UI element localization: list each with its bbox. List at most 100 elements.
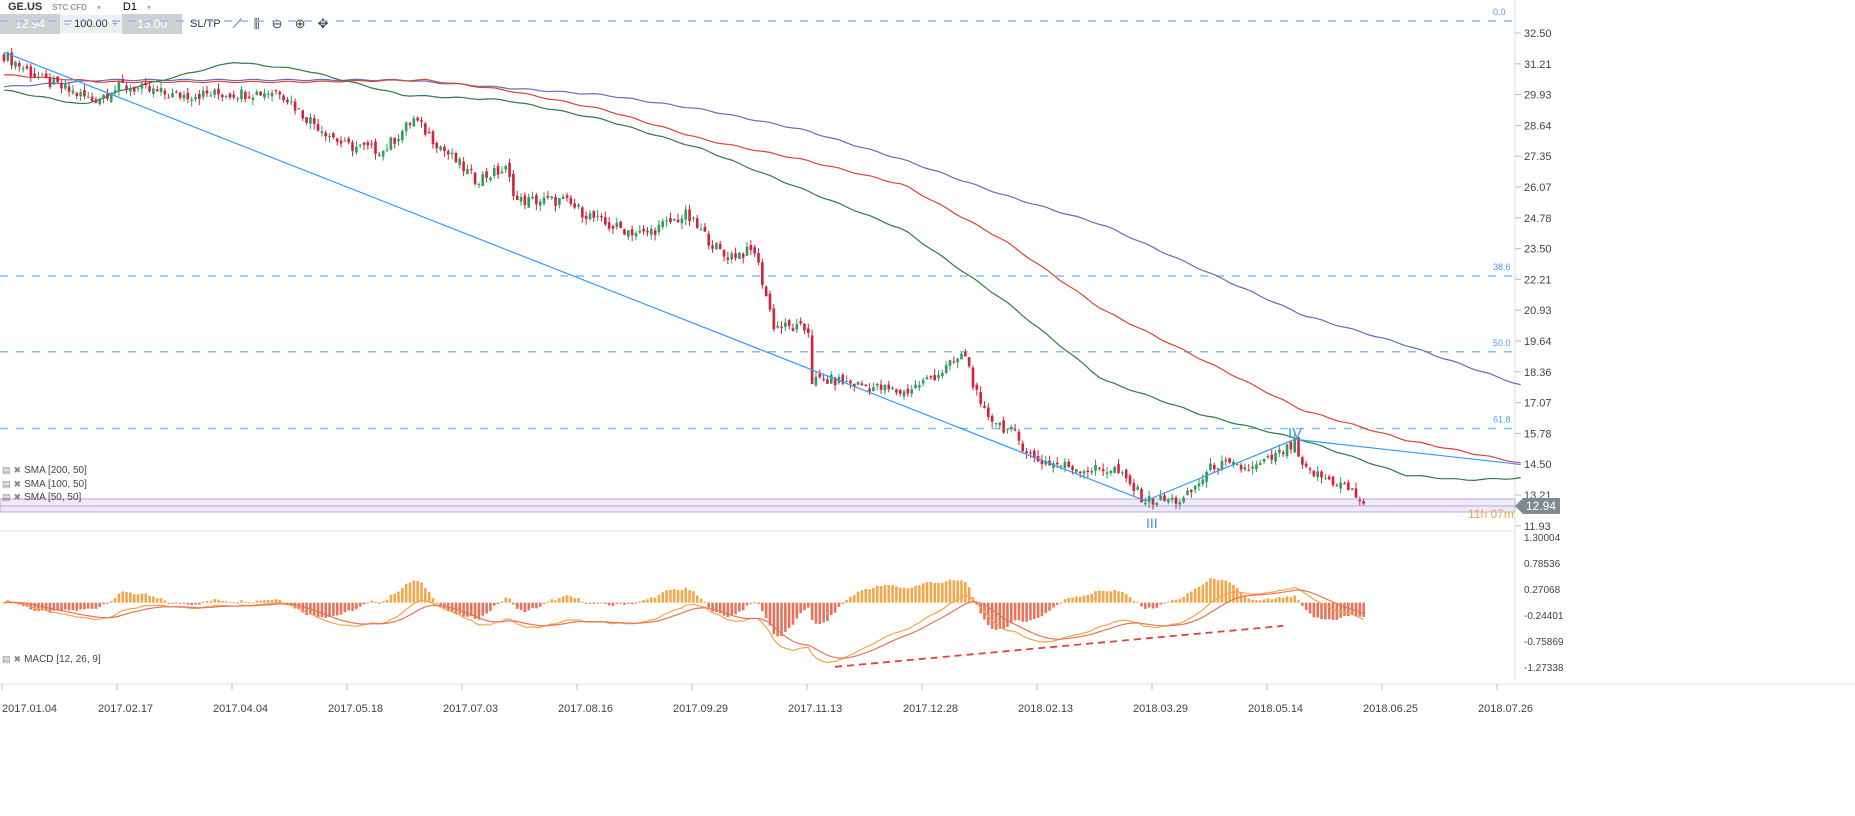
candle-body	[1170, 497, 1174, 500]
macd-histogram-bar	[274, 599, 278, 603]
macd-histogram-bar	[1347, 602, 1350, 617]
macd-histogram-bar	[389, 594, 393, 603]
candle-body	[1013, 429, 1017, 431]
sma-50-legend[interactable]: ▤ ✖ SMA [50, 50]	[2, 492, 82, 503]
candle-body	[1136, 486, 1139, 490]
candle-body	[795, 323, 799, 330]
settings-icon[interactable]: ▤	[2, 465, 11, 475]
sma-100-legend[interactable]: ▤ ✖ SMA [100, 50]	[2, 479, 87, 490]
macd-histogram-bar	[217, 599, 220, 603]
macd-histogram-bar	[1331, 602, 1335, 620]
macd-histogram-bar	[1082, 595, 1086, 603]
macd-histogram-bar	[1209, 578, 1212, 603]
candle-body	[1312, 470, 1316, 477]
candle-body	[726, 257, 730, 260]
candle-body	[473, 172, 477, 184]
macd-histogram-bar	[427, 591, 431, 603]
zoom-out-icon[interactable]: ⊖	[271, 16, 283, 31]
elliott-trendline	[3, 51, 1521, 502]
candle-body	[247, 96, 251, 98]
macd-histogram-bar	[895, 586, 898, 603]
decrease-button[interactable]: –	[64, 18, 71, 30]
close-icon[interactable]: ✖	[13, 654, 22, 664]
macd-histogram-bar	[75, 602, 79, 611]
candle-body	[263, 93, 266, 98]
chevron-down-icon[interactable]: ▾	[146, 2, 151, 12]
candle-body	[167, 97, 170, 99]
macd-histogram-bar	[952, 580, 956, 603]
macd-histogram-bar	[684, 587, 688, 603]
candle-body	[450, 152, 454, 155]
macd-histogram-bar	[496, 602, 500, 604]
date-axis-label: 2018.06.25	[1363, 703, 1418, 715]
macd-histogram-bar	[872, 587, 875, 603]
macd-histogram-bar	[1094, 591, 1097, 603]
candle-body	[649, 228, 653, 235]
macd-legend[interactable]: ▤ ✖ MACD [12, 26, 9]	[2, 654, 101, 665]
candle-body	[584, 215, 588, 219]
macd-histogram-bar	[761, 602, 764, 612]
macd-histogram-bar	[1182, 596, 1185, 603]
candle-body	[1006, 428, 1009, 430]
macd-histogram-bar	[990, 602, 994, 629]
candle-body	[1331, 476, 1335, 486]
macd-histogram-bar	[1178, 599, 1182, 603]
increase-button[interactable]: +	[111, 18, 119, 30]
candle-body	[657, 224, 661, 233]
settings-icon[interactable]: ▤	[2, 492, 11, 502]
timeframe[interactable]: D1	[122, 1, 137, 13]
macd-histogram-bar	[738, 602, 741, 612]
macd-histogram-bar	[343, 602, 347, 613]
macd-histogram-bar	[692, 591, 695, 603]
candle-body	[619, 221, 622, 229]
candle-body	[665, 220, 668, 222]
macd-histogram-bar	[1075, 596, 1078, 603]
macd-histogram-bar	[213, 599, 216, 603]
candle-body	[462, 161, 465, 172]
macd-histogram-bar	[1013, 602, 1017, 621]
close-icon[interactable]: ✖	[13, 465, 22, 475]
symbol-name[interactable]: GE.US	[8, 1, 43, 13]
candle-body	[381, 150, 385, 157]
candle-body	[638, 230, 642, 233]
macd-histogram-bar	[86, 602, 90, 609]
close-icon[interactable]: ✖	[13, 492, 22, 502]
candle-body	[1247, 469, 1251, 471]
macd-histogram-bar	[887, 585, 891, 603]
macd-histogram-bar	[125, 592, 128, 603]
candle-body	[975, 384, 979, 390]
candle-body	[213, 89, 216, 95]
macd-histogram-bar	[1258, 600, 1262, 603]
zoom-in-icon[interactable]: ⊕	[294, 16, 306, 31]
macd-histogram-bar	[450, 602, 454, 612]
candle-body	[1239, 464, 1243, 470]
close-icon[interactable]: ✖	[13, 479, 22, 489]
settings-icon[interactable]: ▤	[2, 654, 11, 664]
macd-histogram-bar	[906, 588, 910, 603]
signal-line	[3, 589, 1364, 659]
settings-icon[interactable]: ▤	[2, 479, 11, 489]
price-axis-label: 19.64	[1524, 336, 1552, 348]
macd-histogram-bar	[83, 602, 86, 610]
macd-histogram-bar	[810, 602, 814, 621]
chevron-down-icon[interactable]: ▾	[96, 2, 101, 12]
macd-histogram-bar	[1048, 602, 1051, 611]
candle-body	[833, 377, 837, 386]
candle-body	[2, 54, 6, 62]
candlestick-icon[interactable]: ⫼	[253, 16, 260, 31]
candle-body	[1098, 467, 1101, 469]
line-chart-icon[interactable]: ⟋	[232, 16, 242, 31]
date-axis-label: 2017.04.04	[213, 703, 268, 715]
macd-histogram-bar	[707, 602, 711, 608]
candle-body	[1335, 485, 1339, 487]
crosshair-icon[interactable]: ✥	[317, 16, 329, 31]
candle-body	[841, 374, 845, 384]
macd-histogram-bar	[929, 581, 933, 603]
candle-body	[1266, 455, 1270, 458]
macd-histogram-bar	[393, 593, 396, 603]
macd-line	[3, 586, 1364, 664]
candle-body	[1232, 461, 1235, 465]
macd-histogram-bar	[538, 602, 542, 607]
sma-200-legend[interactable]: ▤ ✖ SMA [200, 50]	[2, 465, 87, 476]
